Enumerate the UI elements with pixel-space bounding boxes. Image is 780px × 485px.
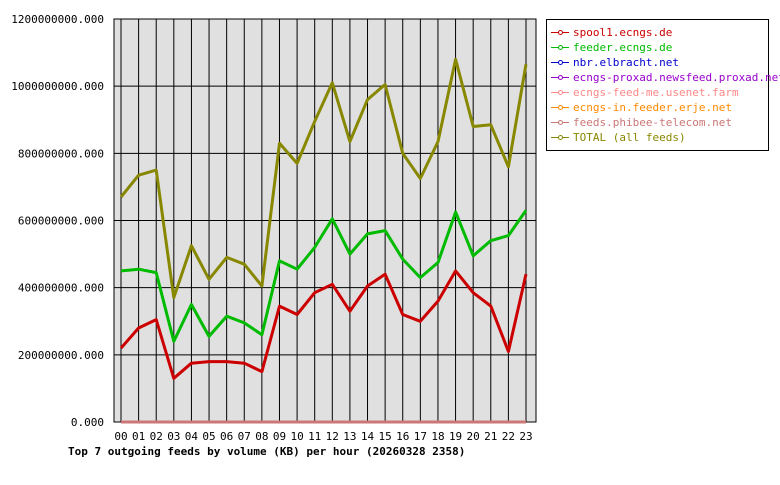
- x-tick-label: 10: [290, 430, 303, 443]
- chart-title: Top 7 outgoing feeds by volume (KB) per …: [68, 445, 466, 458]
- legend-swatch: [551, 86, 569, 100]
- x-tick-label: 16: [396, 430, 409, 443]
- y-tick-label: 800000000.000: [18, 147, 104, 160]
- y-tick-label: 0.000: [71, 416, 104, 429]
- x-tick-label: 11: [308, 430, 321, 443]
- x-tick-label: 14: [361, 430, 375, 443]
- legend-swatch: [551, 116, 569, 130]
- chart-legend: spool1.ecngs.de feeder.ecngs.de nbr.elbrac…: [546, 19, 780, 151]
- legend-swatch: [551, 41, 569, 55]
- legend-item: spool1.ecngs.de: [551, 26, 672, 40]
- legend-swatch: [551, 56, 569, 70]
- x-tick-label: 04: [185, 430, 199, 443]
- legend-label: spool1.ecngs.de: [573, 26, 673, 39]
- legend-swatch: [551, 71, 569, 85]
- x-tick-label: 23: [519, 430, 532, 443]
- y-tick-label: 1000000000.000: [11, 80, 104, 93]
- legend-swatch: [551, 131, 569, 145]
- legend-item: TOTAL (all feeds): [551, 131, 686, 145]
- legend-swatch: [551, 101, 569, 115]
- x-tick-label: 05: [202, 430, 215, 443]
- legend-label: TOTAL (all feeds): [573, 131, 686, 144]
- x-tick-label: 03: [167, 430, 180, 443]
- y-tick-label: 1200000000.000: [11, 13, 104, 26]
- legend-label: feeds.phibee-telecom.net: [573, 116, 732, 129]
- legend-item: feeder.ecngs.de: [551, 41, 672, 55]
- legend-label: ecngs-in.feeder.erje.net: [573, 101, 732, 114]
- y-tick-label: 200000000.000: [18, 349, 104, 362]
- x-tick-label: 09: [273, 430, 286, 443]
- legend-item: feeds.phibee-telecom.net: [551, 116, 732, 130]
- x-tick-label: 15: [379, 430, 392, 443]
- y-tick-label: 600000000.000: [18, 215, 104, 228]
- y-tick-label: 400000000.000: [18, 282, 104, 295]
- legend-swatch: [551, 26, 569, 40]
- x-tick-label: 00: [114, 430, 127, 443]
- x-tick-label: 20: [467, 430, 480, 443]
- x-tick-label: 21: [484, 430, 497, 443]
- x-tick-label: 13: [343, 430, 356, 443]
- x-tick-label: 18: [431, 430, 444, 443]
- legend-label: ecngs-feed-me.usenet.farm: [573, 86, 739, 99]
- legend-item: ecngs-feed-me.usenet.farm: [551, 86, 739, 100]
- series-line: [119, 269, 528, 380]
- x-tick-label: 01: [132, 430, 145, 443]
- legend-item: nbr.elbracht.net: [551, 56, 679, 70]
- x-tick-label: 17: [414, 430, 427, 443]
- series-line: [119, 57, 528, 300]
- legend-item: ecngs-in.feeder.erje.net: [551, 101, 732, 115]
- legend-item: ecngs-proxad.newsfeed.proxad.net: [551, 71, 780, 85]
- x-tick-label: 12: [326, 430, 339, 443]
- legend-label: nbr.elbracht.net: [573, 56, 679, 69]
- series-line: [120, 209, 528, 343]
- legend-label: ecngs-proxad.newsfeed.proxad.net: [573, 71, 780, 84]
- x-tick-label: 22: [502, 430, 515, 443]
- x-tick-label: 08: [255, 430, 268, 443]
- x-tick-label: 06: [220, 430, 233, 443]
- x-tick-label: 02: [150, 430, 163, 443]
- x-tick-label: 19: [449, 430, 462, 443]
- x-tick-label: 07: [238, 430, 251, 443]
- legend-label: feeder.ecngs.de: [573, 41, 673, 54]
